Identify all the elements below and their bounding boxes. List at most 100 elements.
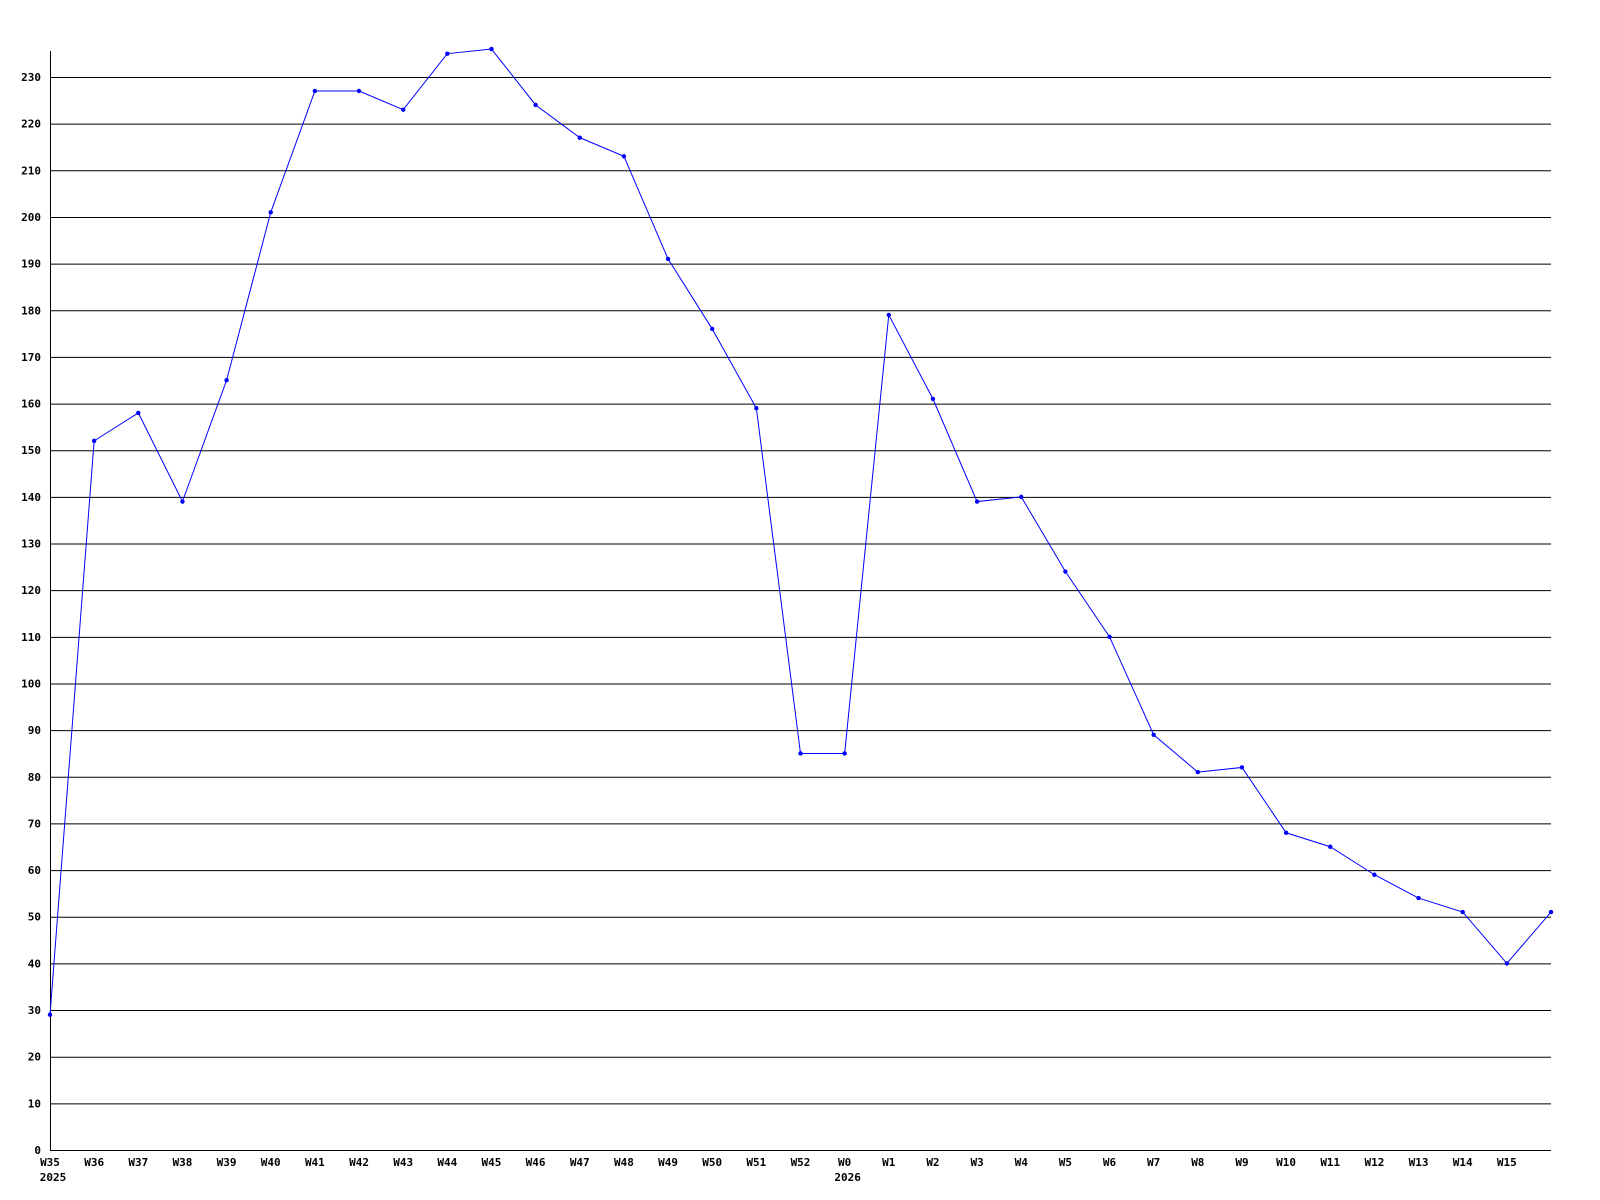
y-tick-label: 140 [21,491,41,504]
data-point [1504,961,1510,966]
series-line [49,48,1552,1015]
y-tick-label: 80 [28,771,41,784]
x-axis-ticks: W35 W36 W37 W38 W39 W40 W41 W42 W43 W44 W45 W46 W47 W… [40,1156,1517,1184]
x-tick-label: W15 [1497,1156,1517,1169]
year-label: 2026 [834,1171,861,1184]
data-point [47,1012,53,1017]
x-tick-label: W35 [40,1156,60,1169]
data-point [1063,569,1068,574]
data-point [665,256,671,262]
data-point [180,499,185,504]
x-tick-label: W52 [791,1156,811,1169]
x-tick-label: W45 [482,1156,502,1169]
data-point [1151,732,1156,737]
data-point [400,107,406,112]
y-tick-label: 130 [21,538,41,551]
y-tick-label: 210 [21,164,41,177]
x-tick-label: W42 [349,1156,369,1169]
data-point [489,46,494,52]
y-tick-label: 110 [21,631,41,644]
x-tick-label: W40 [261,1156,281,1169]
data-point [842,751,847,756]
y-tick-label: 0 [34,1144,41,1157]
x-tick-label: W2 [926,1156,939,1169]
x-tick-label: W4 [1015,1156,1029,1169]
data-point [1548,909,1554,915]
year-label: 2025 [40,1171,67,1184]
x-tick-label: W9 [1235,1156,1248,1169]
data-point [224,378,229,383]
y-tick-label: 220 [21,118,41,131]
data-point [621,154,627,159]
y-tick-label: 180 [21,304,41,317]
data-point [445,51,450,56]
data-point [1019,494,1024,500]
data-point [710,326,715,332]
series-group [47,46,1554,1017]
x-tick-label: W47 [570,1156,590,1169]
x-tick-label: W41 [305,1156,325,1169]
x-tick-label: W48 [614,1156,634,1169]
gridlines [50,77,1551,1105]
data-point [1372,872,1377,877]
x-tick-label: W51 [746,1156,766,1169]
data-point [930,396,936,402]
data-point [1107,634,1112,640]
x-tick-label: W13 [1409,1156,1429,1169]
x-tick-label: W50 [702,1156,722,1169]
y-tick-label: 150 [21,444,41,457]
data-point [1416,895,1421,901]
x-tick-label: W5 [1059,1156,1072,1169]
data-point [1195,769,1201,775]
data-point [533,102,538,108]
data-point [1328,844,1333,849]
x-tick-label: W6 [1103,1156,1117,1169]
x-tick-label: W49 [658,1156,678,1169]
x-tick-label: W46 [526,1156,546,1169]
x-tick-label: W39 [217,1156,237,1169]
y-tick-label: 30 [28,1004,41,1017]
y-axis-ticks: 0 10 20 30 40 50 60 70 80 90 100 110 120 130 140 150 160… [21,71,41,1157]
data-point [1460,909,1465,915]
y-tick-label: 60 [28,864,41,877]
data-point [577,135,582,140]
data-point [268,210,273,215]
x-tick-label: W12 [1364,1156,1384,1169]
data-point [91,438,97,444]
data-point [886,312,891,318]
x-tick-label: W36 [84,1156,104,1169]
y-tick-label: 10 [28,1097,41,1110]
x-tick-label: W14 [1453,1156,1473,1169]
data-point [312,88,318,94]
x-tick-label: W37 [128,1156,148,1169]
y-tick-label: 100 [21,677,41,690]
y-tick-label: 170 [21,351,41,364]
y-tick-label: 90 [28,724,41,737]
data-point [1283,830,1289,835]
y-tick-label: 70 [28,817,41,830]
x-tick-label: W11 [1320,1156,1340,1169]
y-tick-label: 230 [21,71,41,84]
data-point [356,88,362,94]
data-point [1239,765,1245,770]
data-point [136,410,141,416]
x-tick-label: W38 [173,1156,193,1169]
y-tick-label: 20 [28,1051,41,1064]
y-tick-label: 200 [21,211,41,224]
x-tick-label: W44 [437,1156,457,1169]
data-point [974,499,980,504]
x-tick-label: W43 [393,1156,413,1169]
y-tick-label: 50 [28,911,41,924]
data-point [798,751,803,756]
y-tick-label: 190 [21,258,41,271]
x-tick-label: W8 [1191,1156,1204,1169]
x-tick-label: W1 [882,1156,896,1169]
y-tick-label: 40 [28,957,41,970]
x-tick-label: W3 [970,1156,983,1169]
x-tick-label: W10 [1276,1156,1296,1169]
data-point [754,406,759,411]
y-tick-label: 160 [21,398,41,411]
x-tick-label: W7 [1147,1156,1160,1169]
y-tick-label: 120 [21,584,41,597]
